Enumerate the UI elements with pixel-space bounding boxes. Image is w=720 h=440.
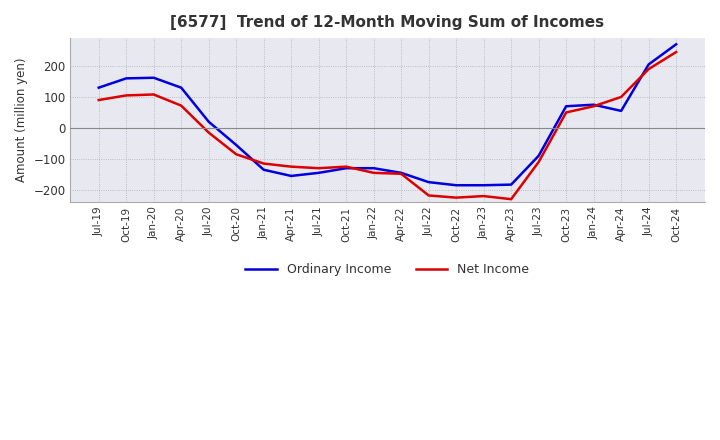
- Net Income: [617, 94, 626, 99]
- Ordinary Income: [122, 76, 130, 81]
- Ordinary Income: [259, 167, 268, 172]
- Ordinary Income: [94, 85, 103, 90]
- Ordinary Income: [204, 119, 213, 125]
- Ordinary Income: [149, 75, 158, 81]
- Line: Net Income: Net Income: [99, 52, 676, 199]
- Net Income: [424, 193, 433, 198]
- Net Income: [287, 164, 295, 169]
- Ordinary Income: [315, 170, 323, 176]
- Ordinary Income: [562, 103, 570, 109]
- Legend: Ordinary Income, Net Income: Ordinary Income, Net Income: [240, 258, 534, 282]
- Ordinary Income: [590, 102, 598, 107]
- Net Income: [315, 165, 323, 171]
- Ordinary Income: [507, 182, 516, 187]
- Ordinary Income: [534, 153, 543, 158]
- Net Income: [259, 161, 268, 166]
- Y-axis label: Amount (million yen): Amount (million yen): [15, 58, 28, 183]
- Net Income: [177, 103, 186, 108]
- Net Income: [342, 164, 351, 169]
- Net Income: [94, 97, 103, 103]
- Net Income: [562, 110, 570, 115]
- Net Income: [149, 92, 158, 97]
- Ordinary Income: [644, 62, 653, 67]
- Net Income: [452, 195, 461, 200]
- Title: [6577]  Trend of 12-Month Moving Sum of Incomes: [6577] Trend of 12-Month Moving Sum of I…: [171, 15, 605, 30]
- Net Income: [590, 103, 598, 109]
- Ordinary Income: [480, 183, 488, 188]
- Net Income: [480, 194, 488, 199]
- Line: Ordinary Income: Ordinary Income: [99, 44, 676, 185]
- Net Income: [534, 159, 543, 165]
- Ordinary Income: [287, 173, 295, 179]
- Ordinary Income: [617, 108, 626, 114]
- Net Income: [232, 152, 240, 157]
- Ordinary Income: [369, 165, 378, 171]
- Net Income: [397, 171, 405, 176]
- Ordinary Income: [672, 42, 680, 47]
- Net Income: [204, 130, 213, 135]
- Ordinary Income: [424, 180, 433, 185]
- Net Income: [672, 49, 680, 55]
- Ordinary Income: [342, 165, 351, 171]
- Net Income: [644, 66, 653, 72]
- Net Income: [369, 170, 378, 176]
- Ordinary Income: [397, 170, 405, 176]
- Ordinary Income: [232, 142, 240, 147]
- Ordinary Income: [452, 183, 461, 188]
- Ordinary Income: [177, 85, 186, 90]
- Net Income: [507, 197, 516, 202]
- Net Income: [122, 93, 130, 98]
